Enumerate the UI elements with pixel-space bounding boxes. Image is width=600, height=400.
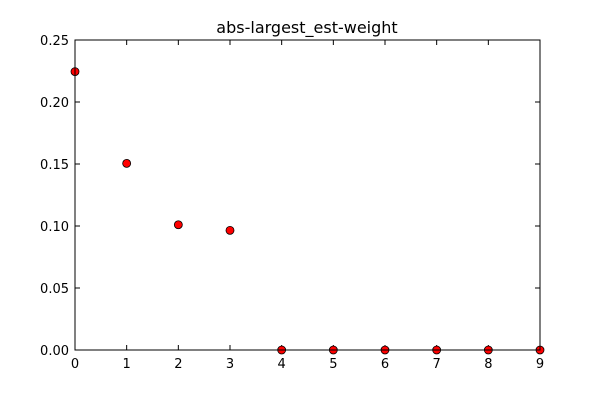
x-tick-label: 8 — [484, 357, 492, 372]
y-tick-label: 0.10 — [40, 220, 69, 235]
plot-frame — [74, 39, 541, 351]
x-tick-label: 6 — [381, 357, 389, 372]
data-point — [173, 220, 183, 230]
y-tick-labels: 0.00 0.05 0.10 0.15 0.20 0.25 — [40, 34, 69, 359]
x-tick-label: 0 — [71, 357, 79, 372]
y-tick-label: 0.20 — [40, 96, 69, 111]
x-tick-label: 2 — [174, 357, 182, 372]
y-tick-label: 0.15 — [40, 158, 69, 173]
y-tick-label: 0.25 — [40, 34, 69, 49]
data-point — [225, 225, 235, 235]
data-point — [122, 158, 132, 168]
x-tick-label: 5 — [329, 357, 337, 372]
x-tick-label: 9 — [536, 357, 544, 372]
chart-title: abs-largest_est-weight — [216, 18, 397, 38]
y-tick-label: 0.05 — [40, 282, 69, 297]
x-tick-label: 4 — [278, 357, 286, 372]
x-tick-labels: 0 1 2 3 4 5 6 7 8 9 — [71, 357, 544, 372]
x-tick-label: 3 — [226, 357, 234, 372]
y-tick-label: 0.00 — [40, 344, 69, 359]
x-tick-label: 7 — [433, 357, 441, 372]
x-tick-label: 1 — [123, 357, 131, 372]
